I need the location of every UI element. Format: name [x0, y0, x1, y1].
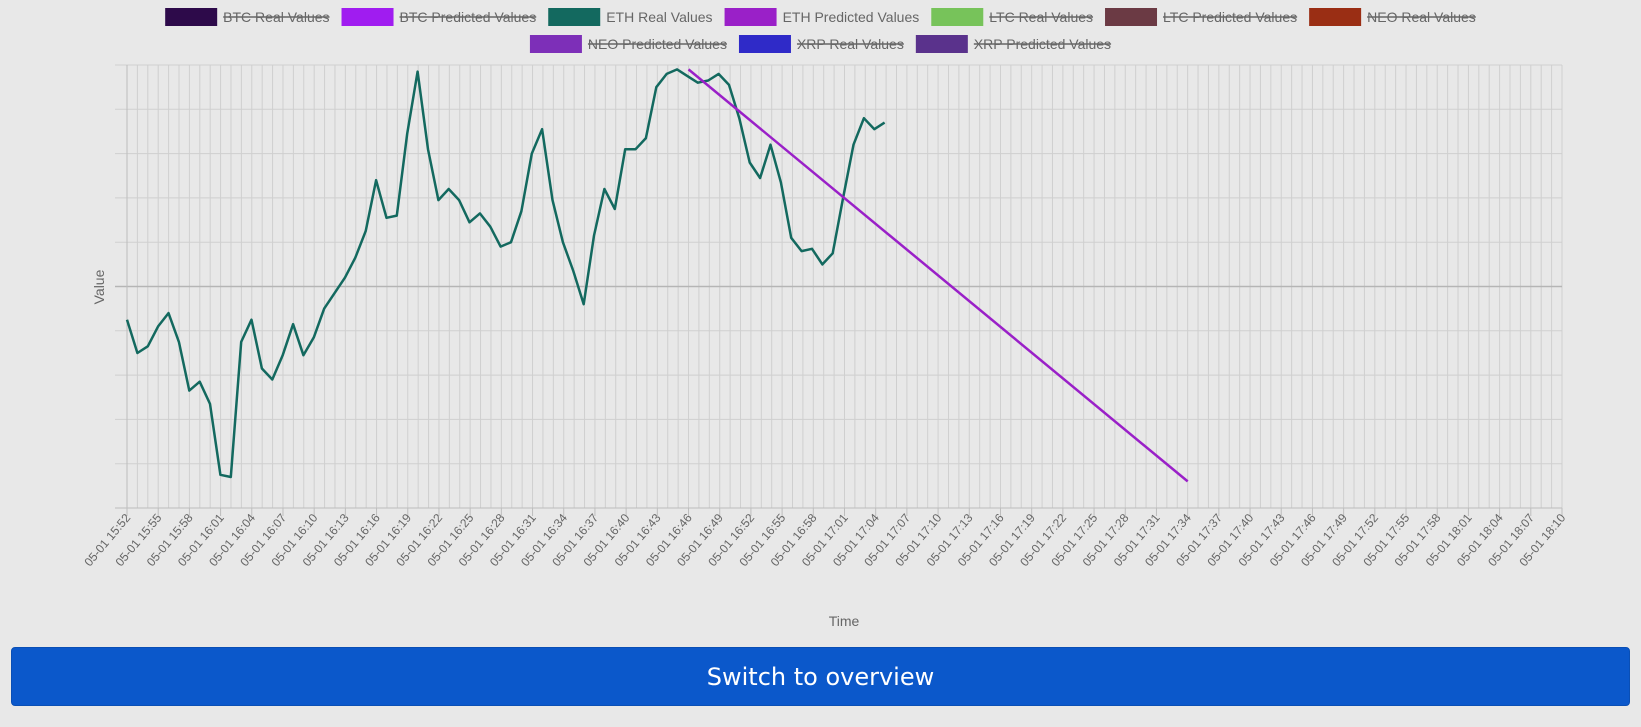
legend-item-ltc-predicted-values[interactable]: LTC Predicted Values [1105, 8, 1298, 26]
legend-swatch [1105, 8, 1158, 26]
series-lines [125, 68, 1189, 483]
legend-swatch [165, 8, 218, 26]
legend-item-btc-real-values[interactable]: BTC Real Values [165, 8, 330, 26]
legend-swatch [341, 8, 394, 26]
legend-label: ETH Predicted Values [783, 9, 920, 25]
x-axis-title: Time [829, 613, 860, 629]
legend-swatch [529, 35, 582, 53]
legend-item-btc-predicted-values[interactable]: BTC Predicted Values [341, 8, 537, 26]
legend-swatch [915, 35, 968, 53]
eth-predicted-values-line [687, 68, 1189, 483]
legend-item-neo-predicted-values[interactable]: NEO Predicted Values [529, 35, 727, 53]
legend-item-xrp-real-values[interactable]: XRP Real Values [738, 35, 904, 53]
legend-item-eth-real-values[interactable]: ETH Real Values [548, 8, 713, 26]
legend-swatch [738, 35, 791, 53]
legend-swatch [724, 8, 777, 26]
legend-item-neo-real-values[interactable]: NEO Real Values [1309, 8, 1476, 26]
legend-swatch [1309, 8, 1362, 26]
grid [115, 64, 1563, 516]
legend: BTC Real Values BTC Predicted Values ETH R… [165, 8, 1476, 53]
legend-swatch [548, 8, 601, 26]
legend-item-ltc-real-values[interactable]: LTC Real Values [931, 8, 1094, 26]
legend-label: ETH Real Values [606, 9, 712, 25]
legend-item-eth-predicted-values[interactable]: ETH Predicted Values [724, 8, 920, 26]
legend-swatch [931, 8, 984, 26]
eth-real-values-line [125, 68, 886, 479]
legend-item-xrp-predicted-values[interactable]: XRP Predicted Values [915, 35, 1112, 53]
switch-to-overview-button[interactable]: Switch to overview [11, 647, 1630, 706]
y-axis-title: Value [91, 269, 107, 304]
line-chart: BTC Real Values BTC Predicted Values ETH R… [81, 8, 1569, 629]
